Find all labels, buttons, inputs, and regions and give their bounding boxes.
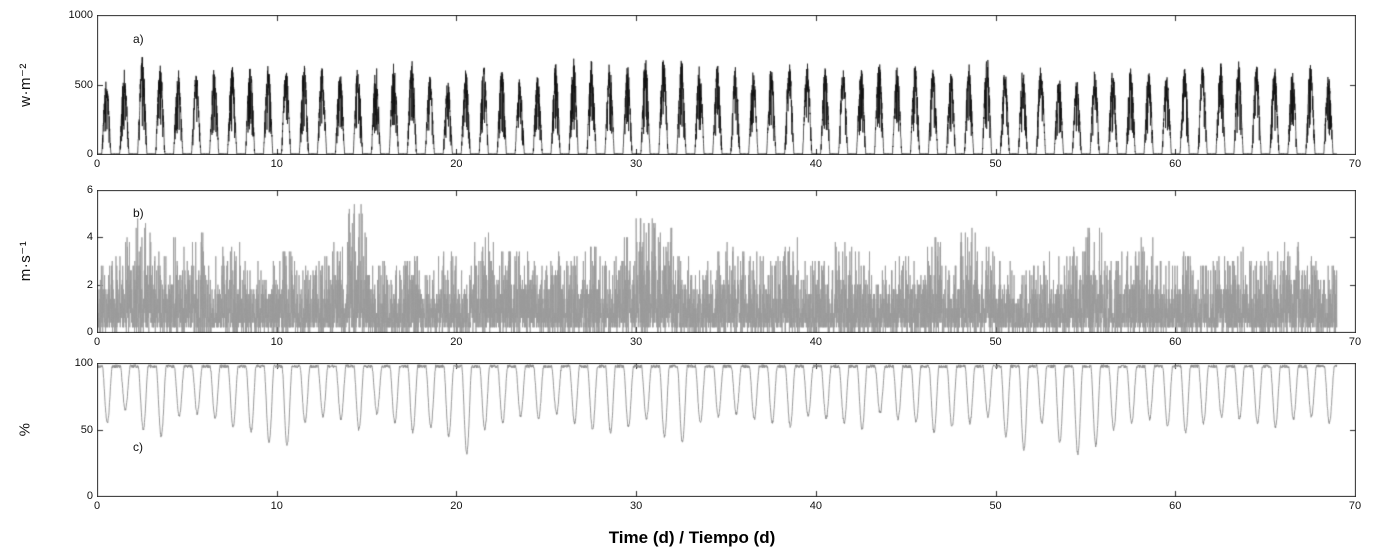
x-axis-title: Time (d) / Tiempo (d) [608,528,776,547]
x-tick-label: 50 [989,500,1002,512]
x-tick-label: 70 [1348,500,1362,512]
y-tick-label: 100 [74,357,93,369]
y-tick-label: 500 [74,78,93,91]
y-tick-label: 0 [86,490,93,502]
x-tick-label: 70 [1348,336,1362,348]
x-tick-label: 50 [989,158,1002,170]
x-tick-label: 60 [1169,500,1182,512]
y-tick-label: 1000 [68,9,93,21]
panel-a-ylabel: w·m⁻² [17,63,34,107]
y-tick-label: 2 [86,278,93,291]
x-tick-label: 10 [270,158,283,170]
panel-c-plot [97,363,1356,497]
x-tick-label: 20 [450,158,463,170]
x-tick-label: 0 [93,500,101,512]
x-tick-label: 20 [450,336,463,348]
panel-a-plot [97,15,1356,155]
x-tick-label: 0 [93,158,101,170]
x-tick-label: 50 [989,336,1002,348]
x-tick-label: 10 [270,336,283,348]
y-tick-label: 50 [80,423,93,436]
x-tick-label: 30 [630,336,643,348]
y-tick-label: 6 [86,184,93,196]
panel-b-plot [97,190,1356,333]
panel-c-ylabel: % [16,422,34,437]
x-tick-label: 40 [809,336,822,348]
x-tick-label: 70 [1348,158,1362,170]
y-tick-label: 0 [86,326,93,338]
x-tick-label: 30 [630,158,643,170]
x-tick-label: 30 [630,500,643,512]
x-tick-label: 0 [93,336,101,348]
x-tick-label: 10 [270,500,283,512]
x-tick-label: 40 [809,500,822,512]
x-tick-label: 40 [809,158,822,170]
x-tick-label: 60 [1169,158,1182,170]
x-tick-label: 60 [1169,336,1182,348]
panel-b-ylabel: m·s⁻¹ [17,240,34,282]
y-tick-label: 0 [86,148,93,160]
x-tick-label: 20 [450,500,463,512]
y-tick-label: 4 [86,231,93,244]
